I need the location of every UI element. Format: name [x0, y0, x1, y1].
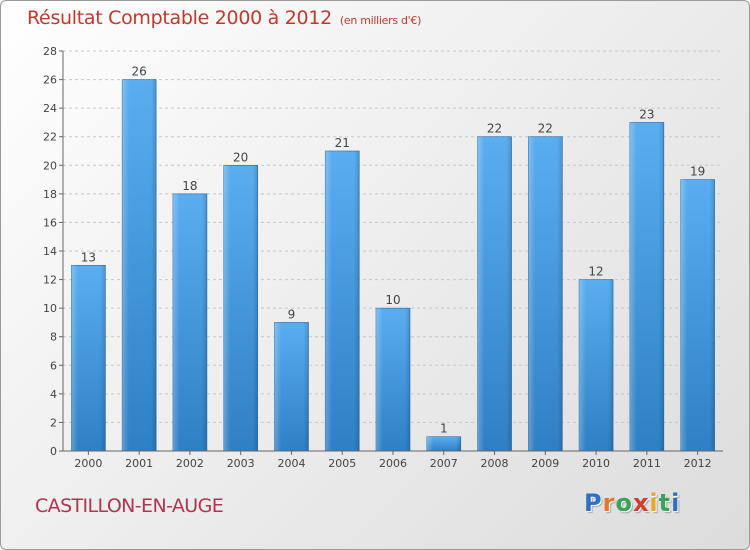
labels: 0246810121416182022242628132000262001182…	[43, 45, 712, 470]
data-label: 13	[81, 250, 96, 264]
x-tick-label: 2005	[328, 457, 356, 470]
x-tick-label: 2006	[379, 457, 407, 470]
y-tick-label: 14	[43, 245, 57, 258]
y-tick-label: 16	[43, 216, 57, 229]
y-tick-label: 18	[43, 188, 57, 201]
data-label: 23	[639, 107, 654, 121]
x-tick-label: 2000	[74, 457, 102, 470]
data-label: 22	[538, 122, 553, 136]
y-tick-label: 22	[43, 131, 57, 144]
data-label: 26	[132, 65, 147, 79]
bar-shade	[426, 436, 461, 451]
x-tick-label: 2003	[227, 457, 255, 470]
chart-title-text: Résultat Comptable 2000 à 2012	[27, 7, 332, 29]
y-tick-label: 6	[50, 359, 57, 372]
x-tick-label: 2012	[684, 457, 712, 470]
data-label: 10	[385, 293, 400, 307]
data-label: 12	[588, 265, 603, 279]
y-tick-label: 20	[43, 159, 57, 172]
logo-letter: i	[649, 489, 659, 517]
x-tick-label: 2011	[633, 457, 661, 470]
y-tick-label: 10	[43, 302, 57, 315]
bar-shade	[629, 122, 664, 451]
bar-shade	[528, 136, 563, 451]
bar-shade	[477, 136, 512, 451]
logo-letter: r	[602, 489, 616, 517]
y-tick-label: 2	[50, 416, 57, 429]
x-tick-label: 2009	[531, 457, 559, 470]
bar-shade	[71, 265, 106, 451]
bar-shade	[376, 308, 410, 451]
x-tick-label: 2001	[125, 457, 153, 470]
bar-shade	[325, 151, 360, 451]
y-tick-label: 0	[50, 445, 57, 458]
chart-subtitle: (en milliers d'€)	[339, 14, 422, 27]
chart-title: Résultat Comptable 2000 à 2012 (en millie…	[27, 7, 421, 29]
x-tick-label: 2004	[277, 457, 305, 470]
bar-shade	[680, 179, 715, 452]
axes	[59, 50, 723, 455]
logo-letter: i	[671, 489, 681, 517]
data-label: 22	[487, 122, 502, 136]
y-tick-label: 8	[50, 331, 57, 344]
bar-shade	[122, 79, 157, 452]
data-label: 9	[288, 307, 296, 321]
x-tick-label: 2002	[176, 457, 204, 470]
data-label: 18	[182, 179, 197, 193]
bar-shade	[579, 279, 614, 451]
data-label: 19	[690, 165, 705, 179]
x-tick-label: 2010	[582, 457, 610, 470]
proxiti-logo[interactable]: Proxiti	[584, 489, 680, 517]
logo-letter: x	[632, 489, 650, 517]
y-tick-label: 12	[43, 274, 57, 287]
logo-letter: o	[615, 489, 633, 517]
bar-shade	[223, 165, 258, 452]
y-tick-label: 28	[43, 45, 57, 58]
bar-shade	[172, 193, 207, 451]
y-tick-label: 24	[43, 102, 57, 115]
x-tick-label: 2008	[481, 457, 509, 470]
logo-letter: t	[658, 489, 672, 517]
location-name: CASTILLON-EN-AUGE	[35, 495, 224, 517]
y-tick-label: 26	[43, 74, 57, 87]
data-label: 21	[335, 136, 350, 150]
bar-shade	[274, 322, 309, 451]
data-label: 20	[233, 150, 248, 164]
data-label: 1	[440, 422, 448, 436]
x-tick-label: 2007	[430, 457, 458, 470]
y-tick-label: 4	[50, 388, 57, 401]
bars	[71, 79, 715, 452]
logo-letter: P	[584, 489, 603, 517]
